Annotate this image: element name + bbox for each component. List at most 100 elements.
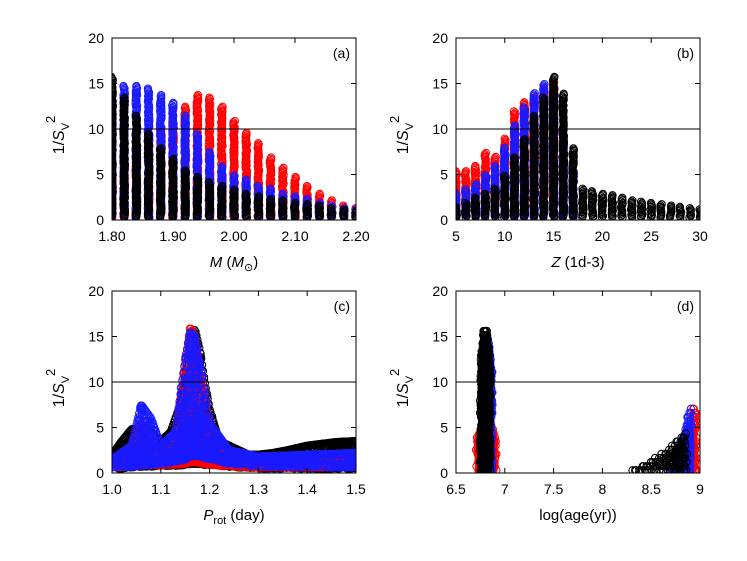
blue-point (156, 115, 165, 124)
blue-point (132, 90, 142, 100)
black-point (169, 202, 178, 212)
red-point (242, 171, 252, 180)
blue-point (192, 129, 201, 139)
black-point (539, 111, 548, 121)
red-point (509, 107, 519, 116)
red-point (205, 137, 215, 147)
black-point (266, 194, 276, 204)
black-point (253, 198, 262, 208)
blue-point (180, 148, 189, 157)
red-point (204, 136, 214, 145)
red-point (242, 150, 251, 160)
blue-point (157, 114, 166, 123)
black-point (529, 123, 538, 132)
blue-point (456, 195, 461, 204)
black-point (530, 122, 539, 131)
red-point (205, 118, 214, 127)
blue-point (302, 194, 312, 204)
black-point (112, 163, 116, 173)
red-point (461, 167, 471, 176)
black-point (155, 145, 165, 154)
black-point (192, 191, 202, 200)
black-point (265, 201, 275, 210)
red-point (205, 101, 214, 110)
black-point (499, 174, 509, 183)
blue-point (132, 81, 141, 91)
black-point (168, 191, 177, 200)
blue-point (241, 175, 251, 184)
black-point (549, 106, 559, 115)
blue-point (462, 186, 471, 195)
black-point (559, 196, 568, 205)
red-point (193, 97, 203, 106)
black-point (193, 189, 203, 199)
black-point (549, 85, 558, 95)
red-point (254, 139, 263, 148)
black-point (156, 181, 165, 191)
blue-point (169, 98, 178, 108)
black-point (509, 153, 519, 162)
black-point (539, 145, 548, 154)
black-point (539, 140, 548, 149)
black-point (540, 162, 549, 171)
black-point (181, 202, 190, 212)
black-point (471, 207, 480, 217)
black-point (181, 167, 191, 176)
y-tick-label: 20 (88, 30, 104, 46)
black-point (529, 165, 538, 174)
black-point (511, 166, 520, 175)
black-point (157, 144, 166, 153)
blue-point (145, 116, 154, 126)
black-point (120, 158, 129, 167)
red-point (480, 150, 490, 159)
blue-point (131, 92, 141, 101)
blue-point (157, 90, 166, 100)
red-point (491, 152, 500, 162)
blue-point (119, 81, 128, 91)
red-point (279, 170, 288, 179)
blue-point (131, 89, 140, 98)
red-point (242, 159, 251, 169)
red-point (315, 189, 324, 199)
blue-point (180, 157, 189, 166)
blue-point (266, 184, 275, 193)
black-point (144, 176, 153, 186)
black-point (549, 161, 558, 170)
blue-point (510, 139, 520, 149)
black-point (578, 184, 587, 193)
red-point (241, 158, 250, 167)
black-point (548, 142, 558, 152)
red-point (326, 197, 336, 206)
black-point (143, 152, 153, 161)
red-point (279, 163, 288, 173)
black-point (462, 200, 471, 209)
black-point (559, 188, 569, 197)
black-point (314, 201, 324, 210)
black-point (112, 101, 117, 110)
black-point (519, 136, 529, 145)
black-point (510, 202, 520, 212)
red-point (509, 109, 519, 119)
black-point (549, 115, 558, 124)
black-point (120, 174, 129, 183)
blue-point (278, 189, 287, 199)
blue-point (205, 148, 214, 157)
black-point (569, 159, 578, 169)
black-point (169, 159, 178, 169)
black-point (510, 205, 520, 214)
black-point (568, 152, 577, 161)
red-point (265, 180, 275, 189)
black-point (550, 72, 559, 82)
black-point (559, 89, 568, 98)
data-points (456, 72, 700, 220)
black-point (112, 90, 117, 100)
black-point (569, 205, 578, 214)
red-point (217, 119, 227, 128)
black-point (157, 191, 166, 200)
black-point (112, 72, 116, 81)
black-point (303, 200, 312, 209)
blue-point (180, 145, 189, 154)
black-point (144, 179, 153, 188)
y-axis-label: 1/SV2 (43, 116, 72, 155)
